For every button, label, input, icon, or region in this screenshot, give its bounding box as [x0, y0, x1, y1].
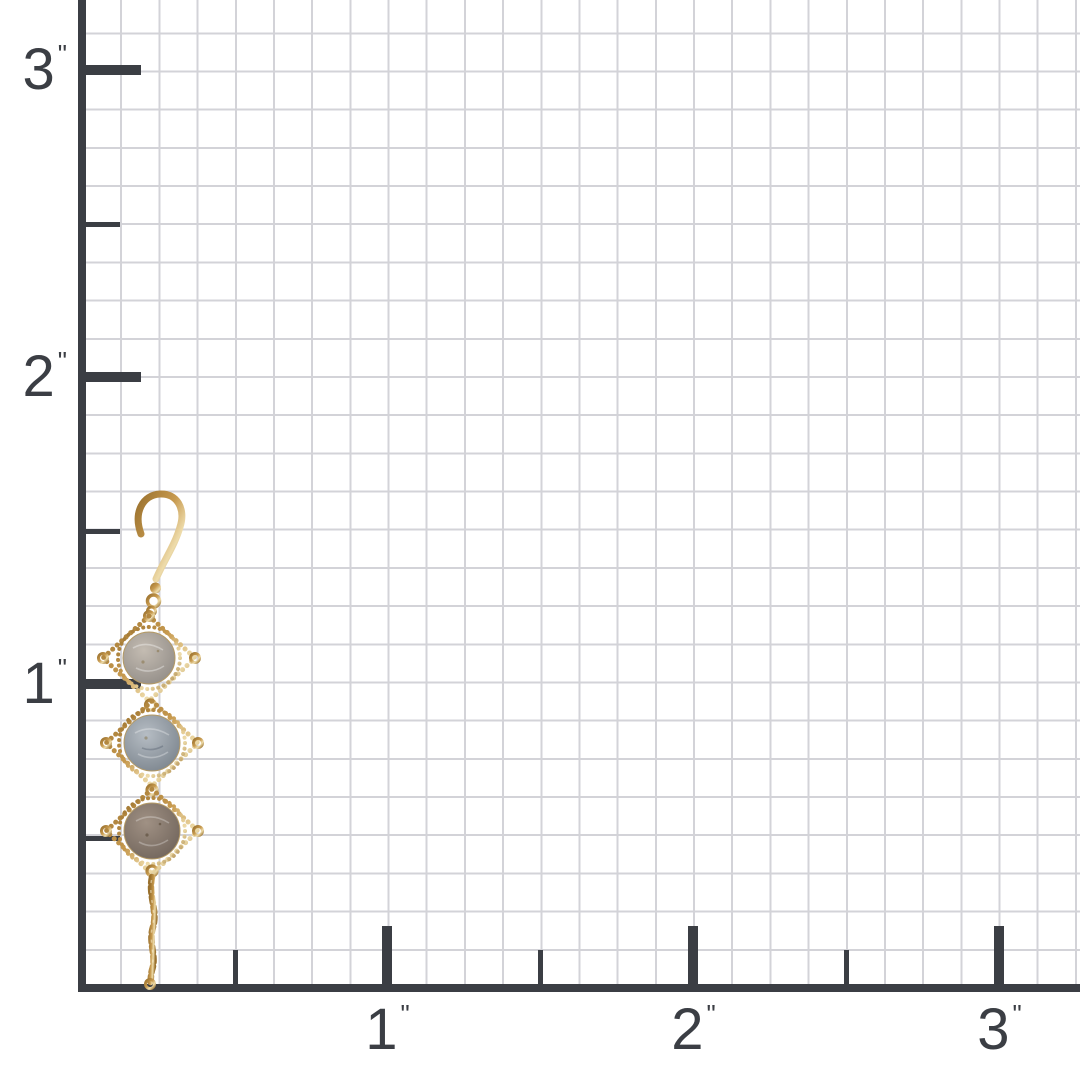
inch-mark: " [400, 999, 410, 1029]
stone-facet-highlight [132, 643, 165, 672]
inch-mark: " [706, 999, 716, 1029]
stone-speck [141, 660, 145, 664]
y-tick-label-2in: 2 " [22, 344, 68, 409]
stone-facet-highlight [134, 728, 170, 759]
x-tick-label-2in: 2 " [671, 997, 716, 1062]
stone-speck [145, 833, 149, 837]
frame-corner-loop [192, 737, 204, 749]
stone-unit-3 [100, 785, 204, 878]
y-major-tick-3in [86, 65, 141, 75]
x-major-tick-1in [382, 926, 392, 984]
x-minor-tick-2p5in [844, 950, 849, 984]
x-minor-tick-0p5in [233, 950, 238, 984]
x-major-tick-2in [688, 926, 698, 984]
chain-links [147, 873, 158, 986]
labradorite-stone [122, 631, 176, 685]
stone-speck [158, 822, 162, 826]
x-tick-label-3in: 3 " [977, 997, 1022, 1062]
beaded-ring [117, 796, 187, 866]
stone-speck [156, 649, 160, 653]
labradorite-stone [123, 802, 181, 860]
frame-corner-loop [143, 610, 155, 622]
inch-mark: " [57, 653, 67, 683]
earring-product-photo [97, 490, 204, 990]
ear-wire [134, 490, 186, 617]
stone-unit-1 [97, 610, 201, 712]
frame-corner-loop [97, 652, 109, 664]
ear-wire-hook [134, 490, 186, 583]
frame-corner-loop [100, 825, 112, 837]
chain-tassel [144, 864, 159, 990]
y-minor-tick-1p5in [86, 529, 120, 534]
x-tick-label-1in: 1 " [365, 997, 410, 1062]
beaded-ring [117, 708, 187, 778]
stone-unit-2 [100, 697, 204, 797]
inch-mark: " [57, 346, 67, 376]
y-tick-label-1in: 1 " [22, 651, 68, 716]
labradorite-stone [123, 714, 181, 772]
y-major-tick-1in [86, 679, 141, 689]
stone-facet-shadow [141, 745, 164, 751]
chain-end-loop [144, 978, 156, 990]
connector-loop [145, 783, 159, 797]
y-major-tick-2in [86, 372, 141, 382]
connector-loop [145, 593, 162, 609]
y-minor-tick-0p5in [86, 836, 120, 841]
y-minor-tick-2p5in [86, 222, 120, 227]
frame-corner-loop [192, 825, 204, 837]
beaded-ring [116, 625, 182, 691]
inch-mark: " [57, 39, 67, 69]
y-tick-label-3in: 3 " [22, 37, 68, 102]
x-minor-tick-1p5in [538, 950, 543, 984]
frame-corner-loop [100, 737, 112, 749]
inch-mark: " [1012, 999, 1022, 1029]
measurement-grid [82, 0, 1080, 989]
y-axis-line [78, 0, 86, 992]
frame-corner-loop [189, 652, 201, 664]
ear-wire-ball [150, 582, 161, 594]
stone-speck [144, 736, 148, 740]
stone-facet-highlight [135, 816, 170, 847]
x-major-tick-3in [994, 926, 1004, 984]
x-axis-line [78, 984, 1080, 992]
beaded-diamond-frame [99, 612, 199, 705]
